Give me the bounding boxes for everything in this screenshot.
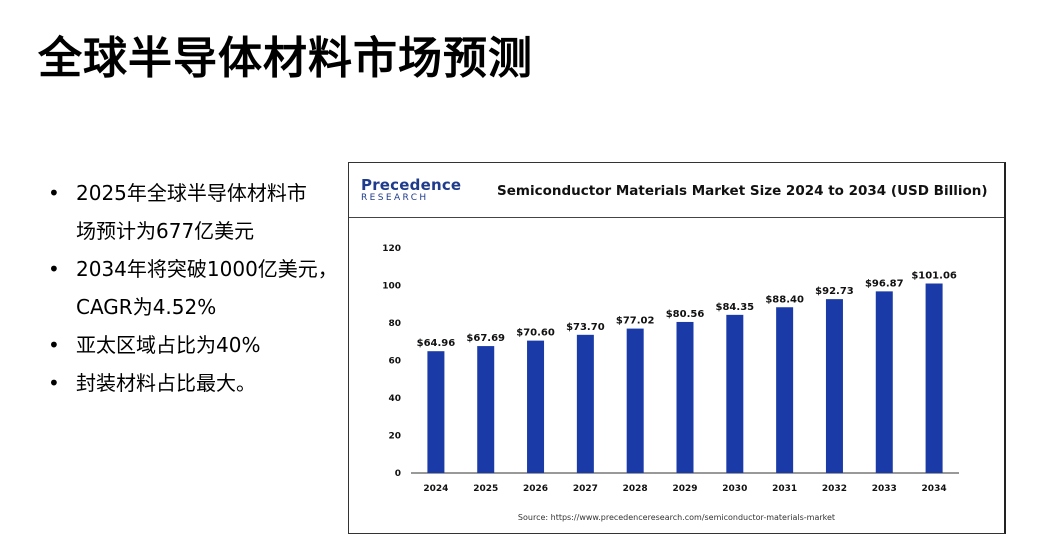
x-tick-label: 2029 bbox=[672, 484, 697, 494]
bar bbox=[825, 299, 843, 473]
y-tick-label: 80 bbox=[388, 319, 401, 329]
slide-title: 全球半导体材料市场预测 bbox=[38, 33, 533, 84]
y-tick-label: 20 bbox=[388, 432, 401, 442]
data-label: $67.69 bbox=[466, 333, 505, 344]
data-label: $88.40 bbox=[765, 294, 804, 305]
x-tick-label: 2034 bbox=[922, 484, 947, 494]
bullet-text: 场预计为677亿美元 bbox=[76, 219, 255, 243]
logo-sub-text: RESEARCH bbox=[361, 193, 429, 203]
y-tick-label: 100 bbox=[382, 282, 401, 292]
chart-panel: Precedence RESEARCH Semiconductor Materi… bbox=[348, 162, 1006, 534]
bar bbox=[726, 314, 744, 473]
bullet-text: 封装材料占比最大。 bbox=[76, 371, 256, 395]
x-tick-label: 2028 bbox=[623, 484, 648, 494]
data-label: $80.56 bbox=[666, 309, 705, 320]
bar bbox=[427, 351, 445, 473]
y-tick-label: 60 bbox=[388, 357, 401, 367]
x-tick-label: 2033 bbox=[872, 484, 897, 494]
bar bbox=[477, 346, 495, 473]
x-tick-label: 2031 bbox=[772, 484, 797, 494]
chart-title: Semiconductor Materials Market Size 2024… bbox=[497, 183, 988, 199]
data-label: $84.35 bbox=[716, 302, 755, 313]
data-label: $96.87 bbox=[865, 278, 904, 289]
bar bbox=[576, 334, 594, 473]
data-label: $73.70 bbox=[566, 322, 605, 333]
data-label: $64.96 bbox=[417, 338, 456, 349]
bullet-text: 亚太区域占比为40% bbox=[76, 333, 261, 357]
bullet-item: 封装材料占比最大。 bbox=[48, 364, 348, 402]
y-tick-label: 0 bbox=[395, 469, 401, 479]
x-tick-label: 2024 bbox=[423, 484, 448, 494]
chart-source: Source: https://www.precedenceresearch.c… bbox=[517, 513, 836, 522]
bullet-list: 2025年全球半导体材料市 场预计为677亿美元 2034年将突破1000亿美元… bbox=[48, 174, 348, 402]
bullet-item: 亚太区域占比为40% bbox=[48, 326, 348, 364]
bar bbox=[626, 328, 644, 473]
data-label: $77.02 bbox=[616, 316, 655, 327]
precedence-research-logo: Precedence RESEARCH bbox=[361, 177, 461, 209]
bullet-item: 2034年将突破1000亿美元， CAGR为4.52% bbox=[48, 250, 348, 326]
x-tick-label: 2025 bbox=[473, 484, 498, 494]
header-divider bbox=[349, 217, 1004, 218]
x-tick-label: 2026 bbox=[523, 484, 548, 494]
bullet-item: 2025年全球半导体材料市 场预计为677亿美元 bbox=[48, 174, 348, 250]
bullet-text: 2034年将突破1000亿美元， bbox=[76, 257, 338, 281]
bar bbox=[676, 321, 694, 473]
y-tick-label: 120 bbox=[382, 244, 401, 254]
data-label: $101.06 bbox=[911, 271, 957, 282]
bar bbox=[776, 307, 794, 473]
data-label: $92.73 bbox=[815, 286, 854, 297]
x-tick-label: 2027 bbox=[573, 484, 598, 494]
x-tick-label: 2030 bbox=[722, 484, 747, 494]
bar-chart: 0 20 40 60 80 100 120 $64.96 2024 $67.69 2025 $70.6… bbox=[382, 244, 959, 494]
bar bbox=[527, 340, 545, 473]
x-tick-label: 2032 bbox=[822, 484, 847, 494]
bullet-text: 2025年全球半导体材料市 bbox=[76, 181, 307, 205]
bar bbox=[875, 291, 893, 473]
bullet-text: CAGR为4.52% bbox=[76, 295, 217, 319]
logo-main-text: Precedence bbox=[361, 176, 462, 194]
bar bbox=[925, 283, 943, 473]
data-label: $70.60 bbox=[516, 328, 555, 339]
y-tick-label: 40 bbox=[388, 394, 401, 404]
